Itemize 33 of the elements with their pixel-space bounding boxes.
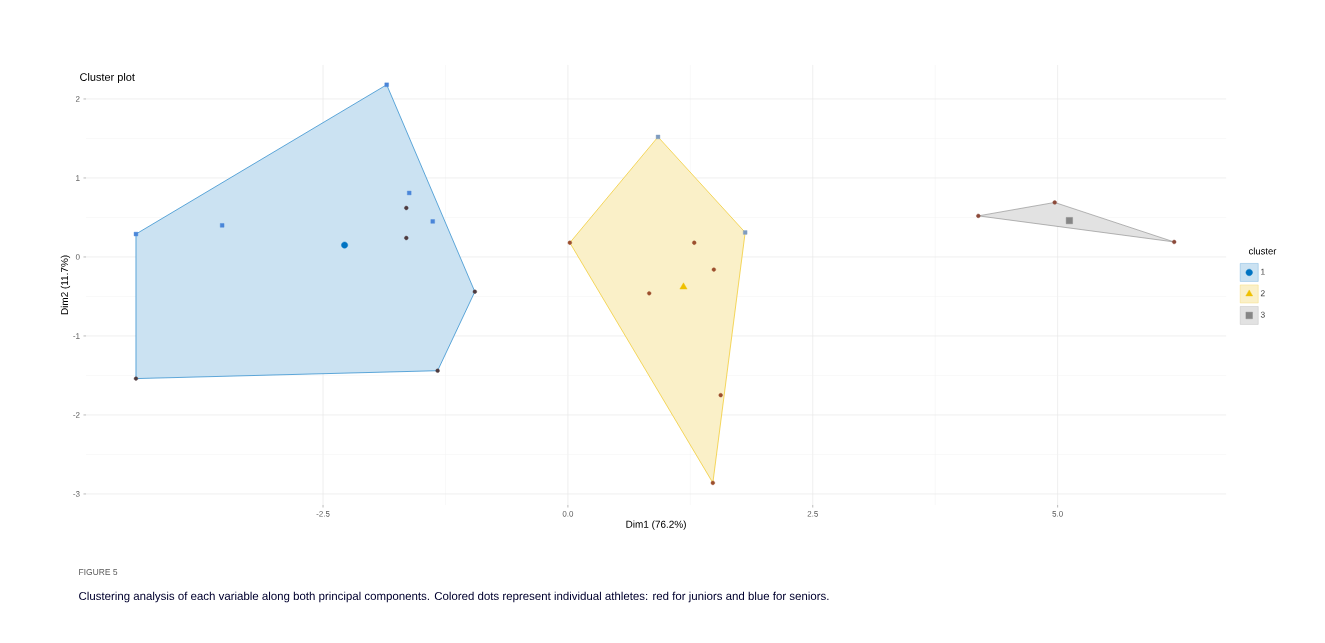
point — [679, 282, 688, 290]
y-axis-title: Dim2 (11.7%) — [60, 255, 71, 315]
caption: FIGURE 5 — [79, 569, 118, 575]
legend-label: 3 — [1260, 311, 1265, 318]
point — [472, 289, 477, 294]
legend-label: 1 — [1261, 268, 1265, 275]
point — [711, 267, 716, 272]
point — [407, 190, 412, 196]
point — [743, 230, 748, 235]
point — [404, 205, 409, 211]
point — [384, 82, 389, 87]
point — [1172, 239, 1177, 245]
point — [647, 291, 652, 296]
text: Cluster plot — [80, 72, 135, 84]
point — [220, 223, 225, 228]
point — [435, 368, 440, 373]
legend-title: cluster — [1248, 247, 1277, 255]
point — [567, 240, 572, 245]
point — [430, 219, 435, 224]
legend-label: 2 — [1260, 290, 1265, 297]
point — [404, 235, 409, 241]
point — [655, 134, 661, 139]
point — [976, 213, 981, 218]
point — [1052, 200, 1057, 205]
point — [133, 376, 139, 381]
point — [341, 241, 348, 249]
point — [1065, 217, 1073, 225]
point — [710, 480, 715, 485]
text: Clustering analysis of each variable along both principal components. Colored dots represent individual athletes: red for juniors and blue for seniors. — [79, 591, 829, 603]
point — [133, 231, 139, 237]
point — [692, 240, 697, 245]
point — [718, 393, 723, 398]
x-axis-title: Dim1 (76.2%) — [626, 520, 686, 530]
